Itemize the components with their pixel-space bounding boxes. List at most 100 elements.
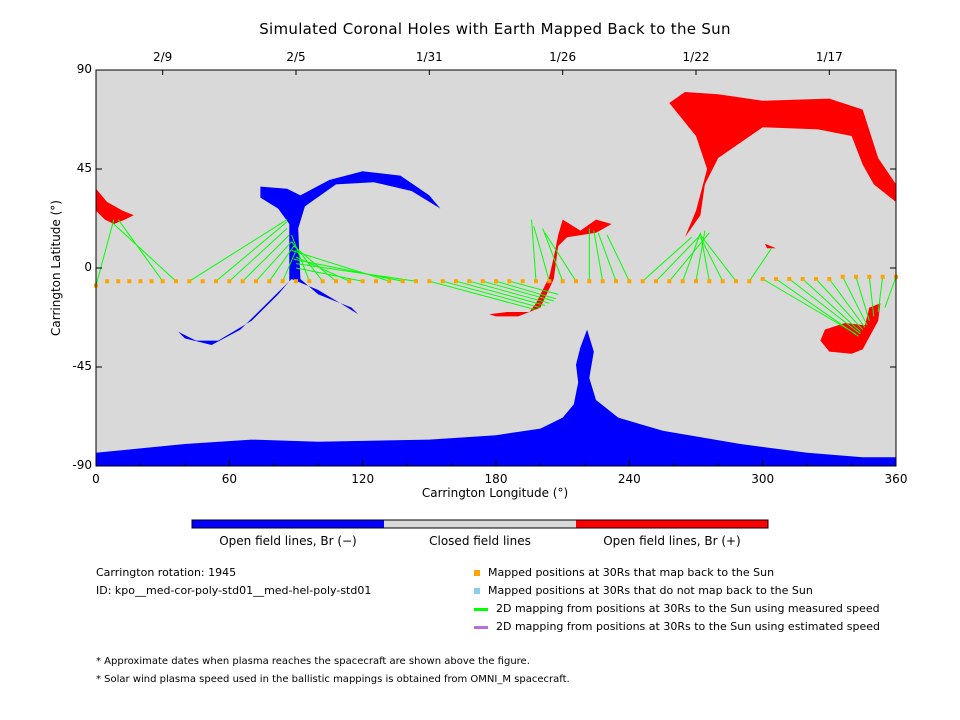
mapping-line [509, 280, 559, 295]
mapped-point [440, 279, 445, 284]
mapping-line [242, 234, 290, 282]
x-tick-label: 0 [92, 472, 100, 486]
legend-swatch-measured [474, 607, 488, 611]
legend-label-mapped: Mapped positions at 30Rs that map back t… [488, 566, 775, 579]
mapping-line [855, 276, 870, 321]
mapped-point [174, 279, 178, 284]
x-tick-label: 180 [484, 472, 508, 486]
mapping-line [842, 276, 868, 326]
mapped-point [574, 279, 578, 284]
y-tick-label: 0 [84, 260, 92, 274]
mapping-line [228, 228, 288, 282]
mapping-line [593, 230, 604, 282]
mapped-point [774, 277, 778, 281]
mapped-point [707, 279, 712, 284]
chart-title: Simulated Coronal Holes with Earth Mappe… [259, 20, 731, 38]
mapped-point [547, 279, 552, 284]
mapping-line [655, 234, 701, 282]
mapped-point [294, 279, 298, 284]
top-date-label: 2/9 [153, 50, 173, 64]
mapped-point [787, 277, 792, 281]
coronal-hole-southern [820, 303, 881, 354]
mapped-point [360, 279, 365, 284]
mapping-line [642, 236, 692, 282]
note-speed: * Solar wind plasma speed used in the ba… [96, 674, 570, 685]
mapped-point [105, 279, 110, 284]
mapping-line [699, 236, 724, 282]
mapping-line [868, 276, 875, 317]
mapping-line [544, 232, 577, 282]
mapping-line [291, 249, 390, 282]
mapped-point [116, 279, 121, 284]
mapped-point [507, 279, 512, 284]
mapped-point [814, 277, 818, 281]
mapped-point [138, 279, 143, 284]
mapping-line [117, 219, 164, 282]
mapped-point [694, 279, 698, 284]
coronal-hole-equatorial [489, 219, 612, 317]
plot-area [94, 70, 898, 466]
note-dates: * Approximate dates when plasma reaches … [96, 656, 530, 667]
mapped-point [387, 279, 392, 284]
mapped-point [307, 279, 312, 284]
mapping-line [828, 278, 866, 328]
mapped-point [454, 279, 458, 284]
mapping-line [295, 267, 363, 282]
colorbar-positive-label: Open field lines, Br (+) [603, 534, 741, 548]
mapped-point [267, 279, 272, 284]
colorbar-positive [576, 520, 768, 528]
x-tick-label: 300 [751, 472, 775, 486]
mapped-point [880, 274, 885, 279]
mapping-line [113, 223, 177, 282]
closed-field-background [96, 70, 896, 466]
mapping-line [255, 241, 292, 282]
mapped-point [867, 274, 872, 279]
mapped-point [800, 277, 805, 281]
axes [95, 69, 897, 529]
colorbar-negative-label: Open field lines, Br (−) [219, 534, 357, 548]
mapping-line [789, 278, 861, 335]
coronal-hole-mid-arc [178, 171, 441, 345]
mapping-line [469, 280, 550, 304]
carrington-rotation: Carrington rotation: 1945 [96, 566, 237, 579]
mapped-point [667, 279, 672, 284]
mapped-point [214, 279, 218, 284]
legend-item-unmapped: Mapped positions at 30Rs that do not map… [474, 584, 813, 597]
mapped-point [374, 279, 378, 284]
coronal-hole-north-mid [669, 92, 896, 238]
legend-label-unmapped: Mapped positions at 30Rs that do not map… [488, 584, 813, 597]
mapped-point [480, 279, 485, 284]
mapping-line [700, 234, 737, 282]
mapping-line [884, 276, 897, 308]
mapping-line [748, 247, 772, 282]
legend-item-measured: 2D mapping from positions at 30Rs to the… [474, 602, 880, 615]
mapped-point [520, 279, 525, 284]
mapped-point [560, 279, 565, 284]
mapping-line [495, 280, 557, 300]
x-tick-label: 360 [884, 472, 908, 486]
mapped-point [600, 279, 605, 284]
mapped-point [400, 279, 405, 284]
mapping-line [533, 226, 550, 282]
mapped-point [254, 279, 258, 284]
top-date-label: 1/17 [815, 50, 843, 64]
mapping-line [531, 219, 537, 282]
legend-item-mapped: Mapped positions at 30Rs that map back t… [474, 566, 774, 579]
mapping-line [215, 221, 288, 282]
mapped-point [347, 279, 352, 284]
mapping-line [542, 228, 564, 282]
mapping-line [802, 278, 861, 333]
legend-label-estimated: 2D mapping from positions at 30Rs to the… [496, 620, 881, 633]
mapped-point [827, 277, 832, 281]
mapped-point [320, 279, 325, 284]
mapped-point [640, 279, 645, 284]
mapping-line [455, 280, 546, 306]
mapped-point [680, 279, 685, 284]
mapped-point [200, 279, 205, 284]
mapped-point [414, 279, 418, 284]
mapping-line [597, 232, 617, 282]
colorbar-negative [192, 520, 384, 528]
y-tick-label: -45 [72, 359, 92, 373]
mapped-point [334, 279, 338, 284]
y-tick-label: 45 [76, 161, 92, 175]
